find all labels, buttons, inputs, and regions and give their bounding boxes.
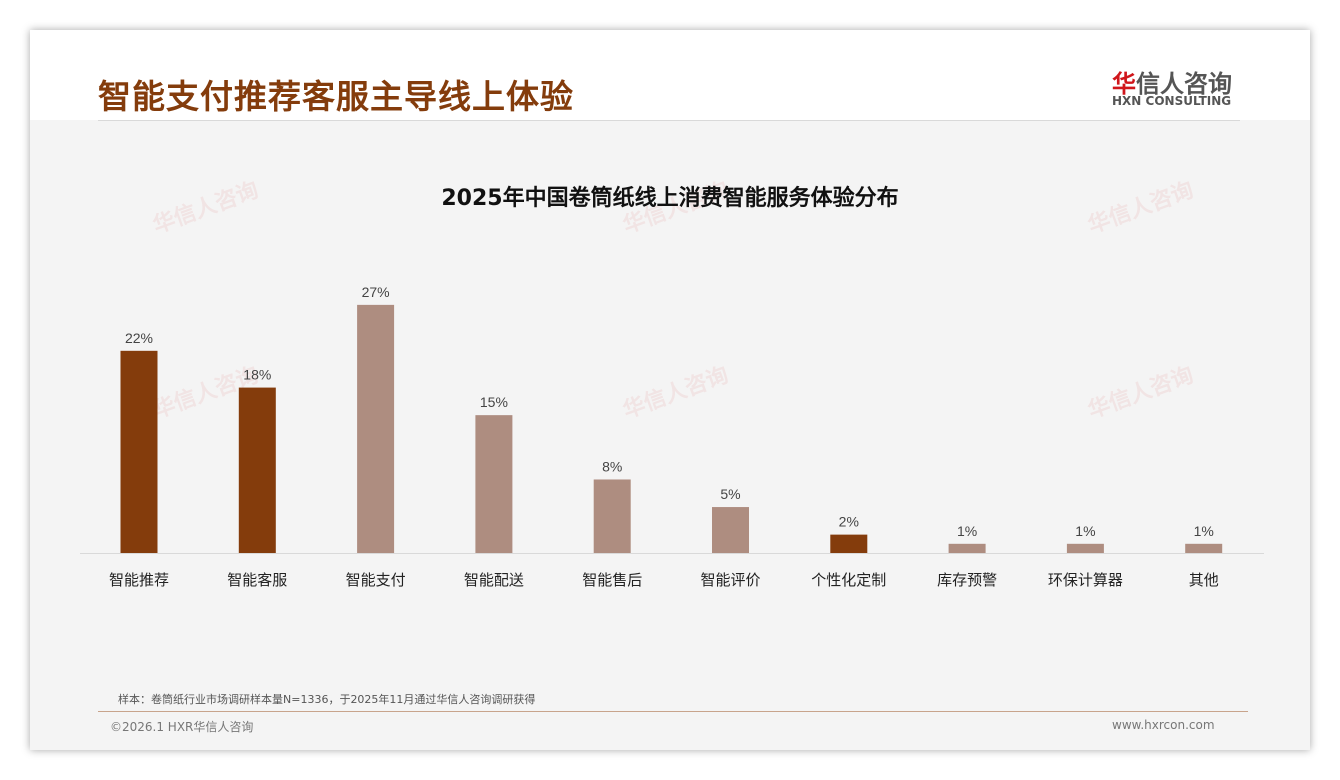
- bar: [593, 479, 631, 553]
- bar: [238, 387, 276, 553]
- bar-chart: 22% 智能推荐 18% 智能客服 27% 智能支付 15% 智能配送 8% 智能售后 5% 智能评价…: [80, 284, 1264, 589]
- bar: [830, 534, 868, 553]
- data-label: 22%: [125, 330, 153, 346]
- bar: [357, 304, 395, 553]
- category-label: 个性化定制: [811, 571, 886, 589]
- category-label: 智能支付: [346, 571, 406, 589]
- category-label: 智能推荐: [109, 571, 169, 589]
- bar: [948, 543, 986, 553]
- footer-divider: [98, 711, 1248, 712]
- data-label: 8%: [602, 458, 622, 474]
- data-label: 18%: [243, 367, 271, 383]
- data-label: 27%: [362, 284, 390, 300]
- logo-subtitle: HXN CONSULTING: [1112, 94, 1232, 108]
- category-label: 其他: [1189, 571, 1219, 589]
- data-label: 1%: [957, 523, 977, 539]
- category-label: 智能配送: [464, 571, 524, 589]
- bar: [475, 415, 513, 553]
- data-label: 2%: [839, 514, 859, 530]
- data-label: 1%: [1194, 523, 1214, 539]
- data-label: 15%: [480, 394, 508, 410]
- header-divider: [98, 120, 1240, 121]
- bar: [1185, 543, 1223, 553]
- data-label: 5%: [720, 486, 740, 502]
- sample-note: 样本：卷筒纸行业市场调研样本量N=1336，于2025年11月通过华信人咨询调研…: [118, 693, 536, 706]
- bar: [1066, 543, 1104, 553]
- category-label: 智能客服: [227, 571, 287, 589]
- category-label: 环保计算器: [1048, 571, 1123, 589]
- copyright: ©2026.1 HXR华信人咨询: [110, 720, 254, 734]
- logo: 华信人咨询: [1112, 64, 1232, 99]
- logo-text: 信人咨询: [1136, 70, 1232, 98]
- logo-red-char: 华: [1112, 70, 1136, 98]
- category-label: 智能售后: [582, 571, 642, 589]
- slide: 智能支付推荐客服主导线上体验 华信人咨询 HXN CONSULTING 华信人咨…: [30, 30, 1310, 750]
- website-link[interactable]: www.hxrcon.com: [1112, 718, 1215, 732]
- page-title: 智能支付推荐客服主导线上体验: [98, 77, 574, 116]
- header: [30, 30, 1310, 120]
- data-label: 1%: [1075, 523, 1095, 539]
- bar: [712, 507, 749, 553]
- category-label: 库存预警: [937, 571, 997, 589]
- category-label: 智能评价: [700, 571, 760, 589]
- bar: [120, 350, 158, 553]
- chart-title: 2025年中国卷筒纸线上消费智能服务体验分布: [441, 186, 899, 211]
